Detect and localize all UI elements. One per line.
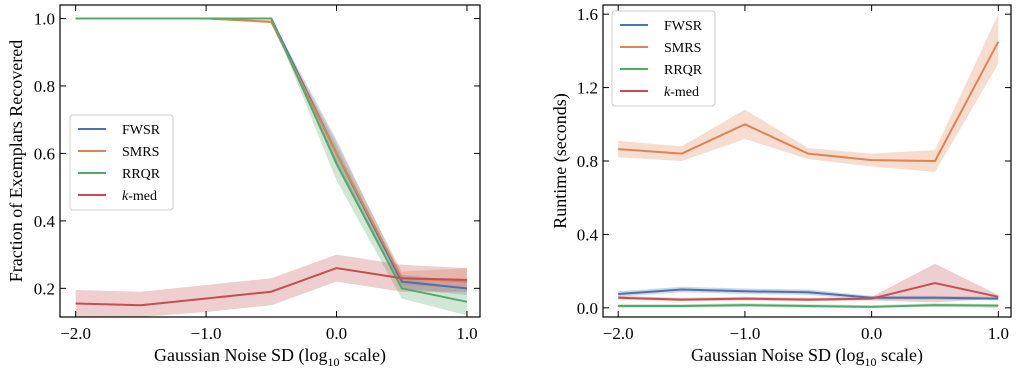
y-tick-label: 0.4 <box>34 212 56 231</box>
y-tick-label: 0.6 <box>34 144 55 163</box>
y-tick-label: 1.0 <box>34 9 55 28</box>
x-axis-label-subscript: 10 <box>328 355 340 369</box>
legend: FWSR SMRS RRQR k-med <box>69 114 174 211</box>
confidence-band-k-med <box>618 263 999 303</box>
x-axis-label: Gaussian Noise SD (log10 scale) <box>691 345 923 369</box>
x-axis-label-tail: scale) <box>340 345 386 366</box>
x-tick-label: −1.0 <box>191 324 222 343</box>
y-tick-label: 1.6 <box>577 5 598 24</box>
legend-label-italic: k <box>122 189 129 204</box>
x-axis-label-tail: scale) <box>877 345 923 366</box>
x-tick-label: 1.0 <box>988 324 1009 343</box>
legend-label-italic: k <box>664 85 671 100</box>
x-tick-label: −2.0 <box>60 324 91 343</box>
y-axis-label: Runtime (seconds) <box>550 93 571 228</box>
chart-panel-1: −2.0 −1.0 0.0 1.0 0.2 0.4 0.6 0.8 1.0 Gaussian No… <box>6 4 481 369</box>
y-axis-label: Fraction of Exemplars Recovered <box>6 40 26 282</box>
confidence-band-k-med <box>75 254 467 317</box>
legend: FWSR SMRS RRQR k-med <box>611 10 716 107</box>
series-line-rrqr <box>618 304 999 308</box>
legend-box <box>611 10 716 107</box>
axes-frame <box>59 4 481 318</box>
series-line-rrqr <box>75 17 468 303</box>
y-tick-label: 0.8 <box>577 152 598 171</box>
chart-panel-2: −2.0 −1.0 0.0 1.0 0.0 0.4 0.8 1.2 1.6 Gaussian No… <box>550 4 1012 369</box>
legend-label-fwsr: FWSR <box>122 123 161 138</box>
x-tick-label: 1.0 <box>456 324 477 343</box>
x-axis-label-main: Gaussian Noise SD (log <box>691 345 865 366</box>
x-tick-label: 0.0 <box>861 324 882 343</box>
series-line-smrs <box>618 41 1000 162</box>
legend-label-rrqr: RRQR <box>122 167 161 182</box>
y-tick-label: 0.2 <box>34 279 55 298</box>
series-line-fwsr <box>618 288 999 300</box>
legend-label-k-med: k-med <box>122 189 157 204</box>
x-axis-label-main: Gaussian Noise SD (log <box>154 345 328 366</box>
confidence-band-smrs <box>75 18 467 289</box>
y-tick-label: 1.2 <box>577 79 598 98</box>
series-line-k-med <box>75 267 467 307</box>
confidence-band-smrs <box>618 14 999 173</box>
x-axis-label: Gaussian Noise SD (log10 scale) <box>154 345 386 369</box>
x-axis-label-subscript: 10 <box>865 355 877 369</box>
y-tick-label: 0.0 <box>577 299 598 318</box>
confidence-band-rrqr <box>75 18 467 316</box>
legend-label-smrs: SMRS <box>664 41 701 56</box>
series-line-k-med <box>618 282 999 301</box>
legend-label-rest: -med <box>128 189 157 204</box>
legend-label-rrqr: RRQR <box>664 63 703 78</box>
legend-label-fwsr: FWSR <box>664 19 703 34</box>
x-tick-label: 0.0 <box>326 324 347 343</box>
legend-label-smrs: SMRS <box>122 145 159 160</box>
legend-label-k-med: k-med <box>664 85 699 100</box>
x-tick-label: −2.0 <box>603 324 634 343</box>
x-tick-label: −1.0 <box>729 324 760 343</box>
y-tick-label: 0.8 <box>34 77 55 96</box>
y-tick-label: 0.4 <box>577 225 599 244</box>
legend-label-rest: -med <box>670 85 699 100</box>
legend-box <box>69 114 174 211</box>
